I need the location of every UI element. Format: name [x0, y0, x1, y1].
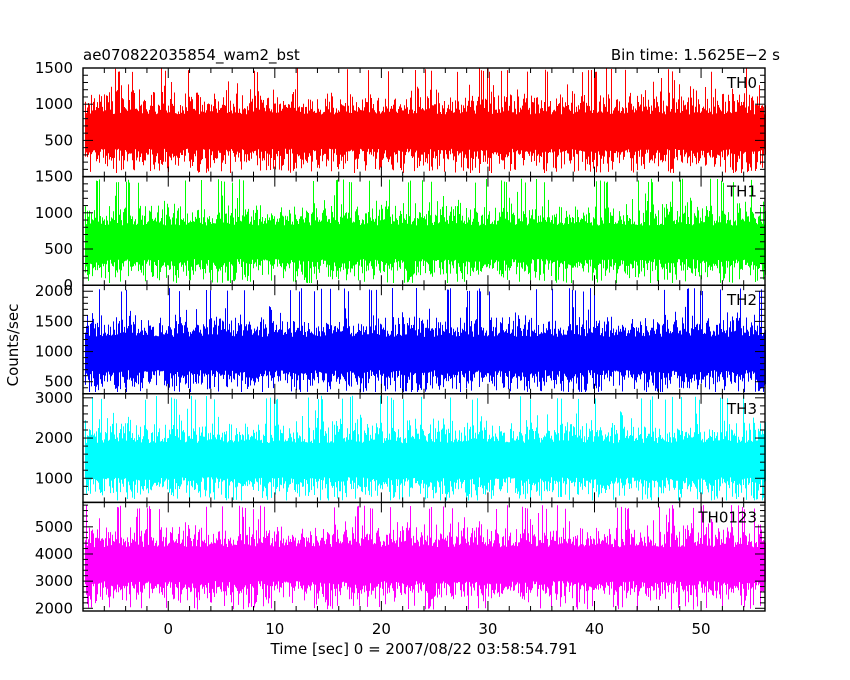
x-axis-label: Time [sec] 0 = 2007/08/22 03:58:54.791 [270, 640, 578, 658]
ytick-label-th3: 3000 [35, 389, 73, 407]
ytick-label-th1: 500 [44, 240, 73, 258]
ytick-label-th0: 1000 [35, 95, 73, 113]
ytick-label-th1: 1000 [35, 204, 73, 222]
ytick-label-th0123: 4000 [35, 545, 73, 563]
xtick-label: 20 [372, 620, 391, 638]
ytick-label-th1: 0 [63, 276, 73, 294]
xtick-label: 40 [585, 620, 604, 638]
ytick-label-th0: 500 [44, 131, 73, 149]
xtick-label: 0 [163, 620, 173, 638]
panel-label-th0: TH0 [726, 74, 757, 92]
panel-label-th3: TH3 [726, 400, 757, 418]
ytick-label-th1: 1500 [35, 168, 73, 186]
series-th1 [85, 178, 766, 283]
chart-title-right: Bin time: 1.5625E−2 s [611, 46, 780, 64]
chart-title-left: ae070822035854_wam2_bst [83, 46, 300, 65]
panel-label-th1: TH1 [726, 183, 757, 201]
xtick-label: 30 [478, 620, 497, 638]
y-axis-label: Counts/sec [4, 304, 22, 387]
series-th0 [85, 68, 766, 173]
ytick-label-th2: 1500 [35, 312, 73, 330]
ytick-label-th2: 1000 [35, 343, 73, 361]
series-th0123 [85, 505, 766, 610]
xtick-label: 10 [265, 620, 284, 638]
ytick-label-th0123: 2000 [35, 599, 73, 617]
series-th2 [85, 288, 766, 392]
series-th3 [85, 395, 766, 501]
ytick-label-th3: 2000 [35, 429, 73, 447]
ytick-label-th0123: 3000 [35, 572, 73, 590]
panel-label-th2: TH2 [726, 291, 757, 309]
ytick-label-th0: 1500 [35, 59, 73, 77]
ytick-label-th2: 2000 [35, 282, 73, 300]
ytick-label-th0123: 5000 [35, 518, 73, 536]
xtick-label: 50 [692, 620, 711, 638]
ytick-label-th3: 1000 [35, 469, 73, 487]
ytick-label-th2: 500 [44, 373, 73, 391]
panel-label-th0123: TH0123 [697, 508, 757, 526]
